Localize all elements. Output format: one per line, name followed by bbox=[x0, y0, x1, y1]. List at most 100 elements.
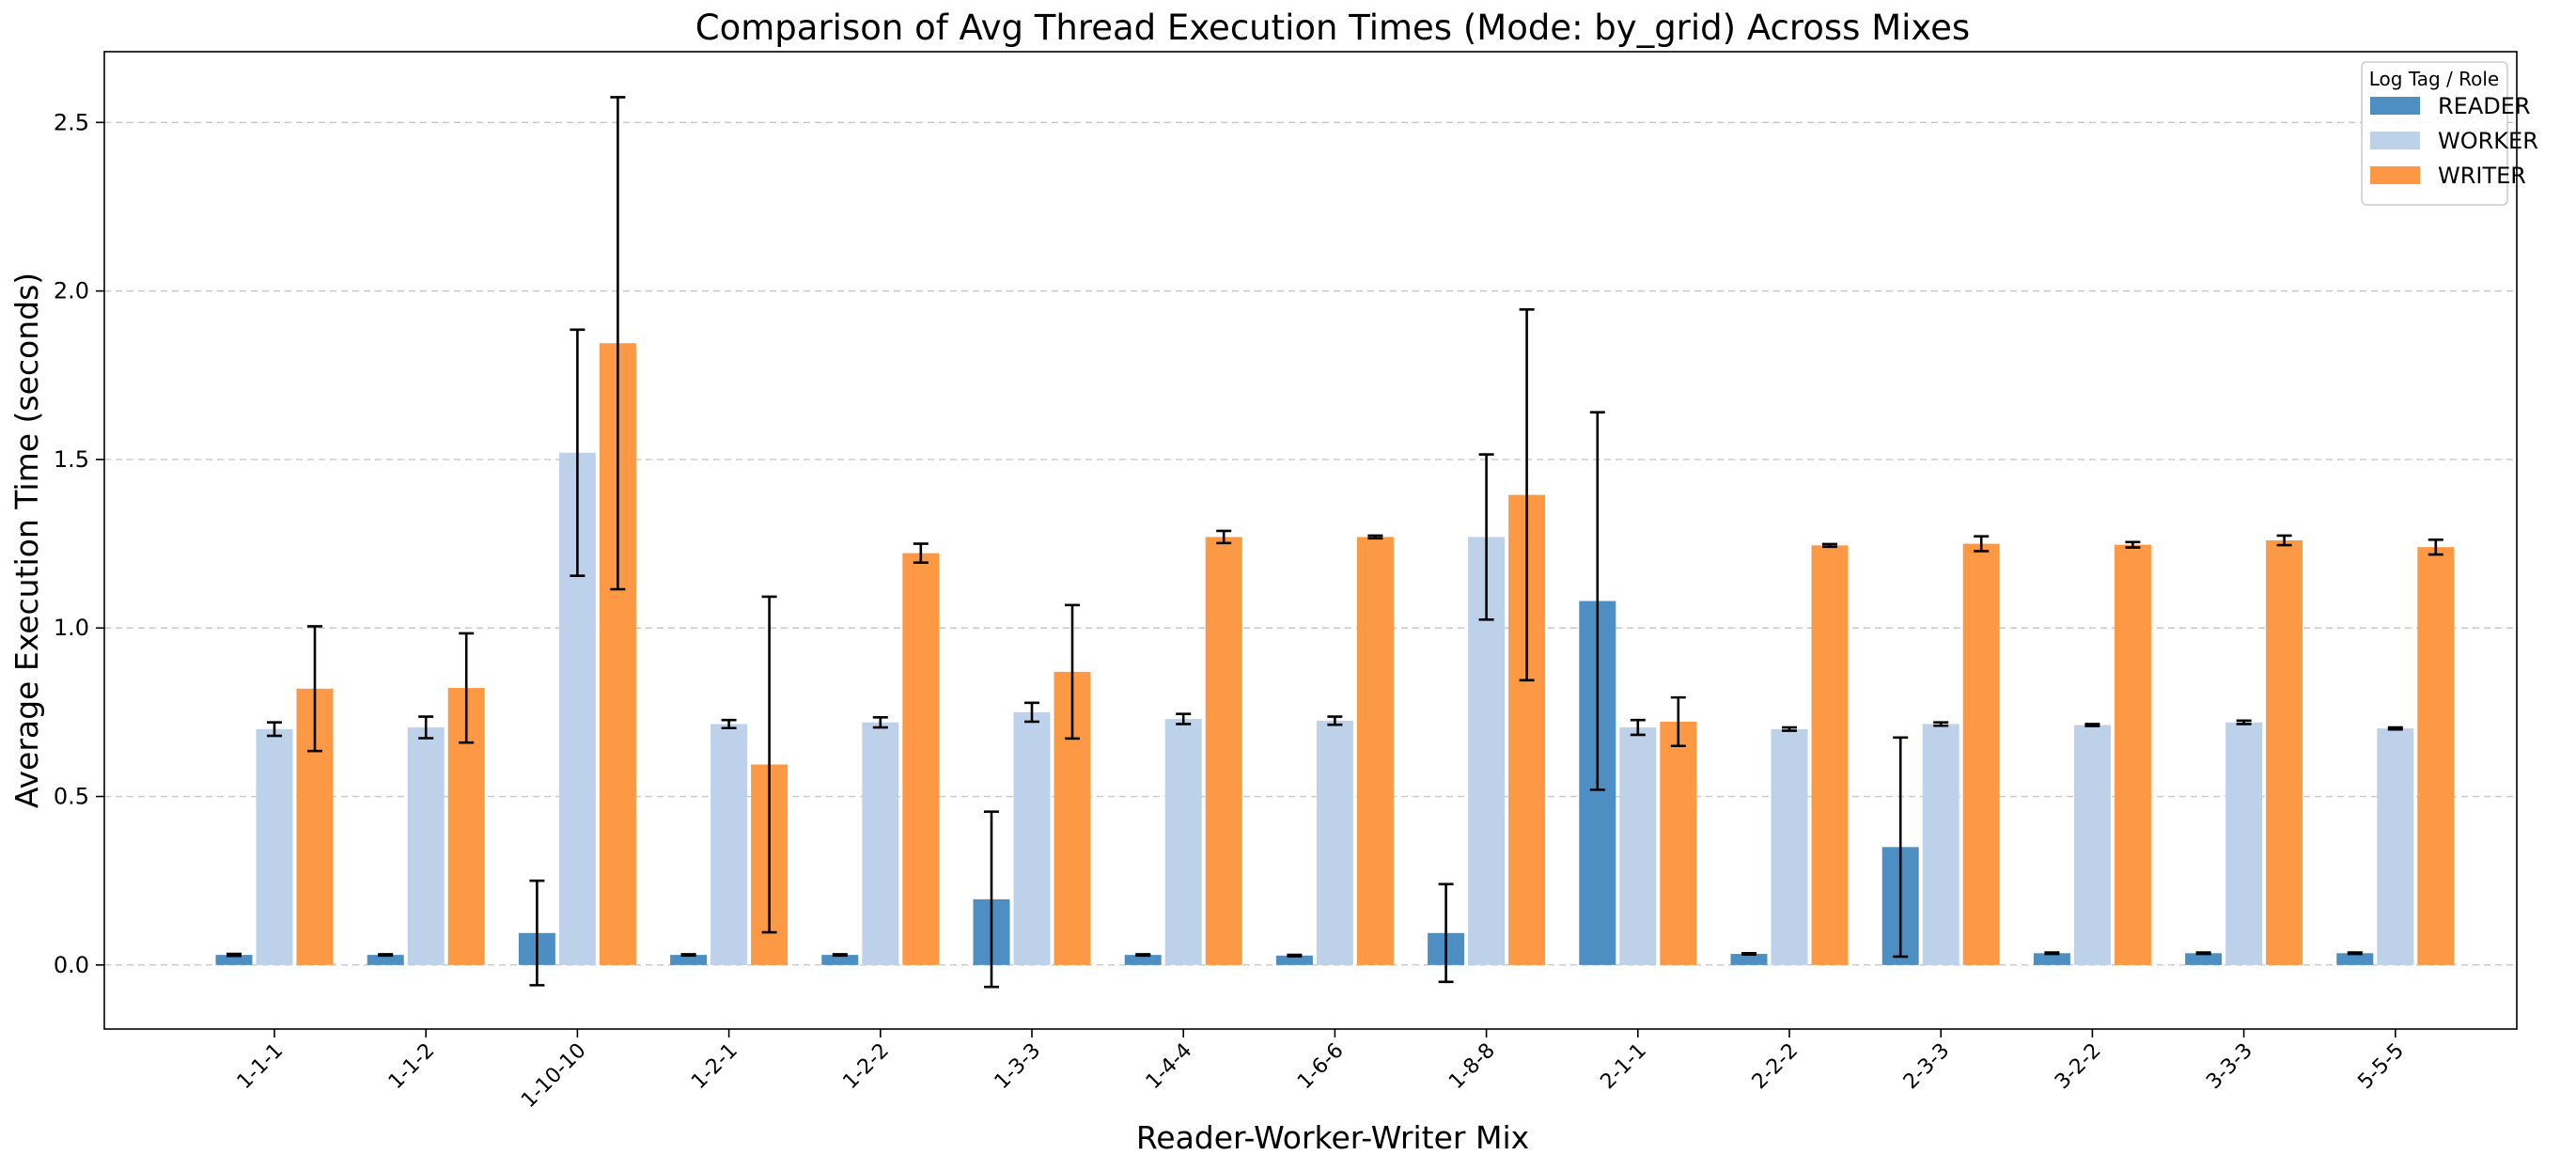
error-bar-writer-1-8-8 bbox=[1519, 308, 1535, 682]
bar-worker-1-4-4 bbox=[1164, 719, 1202, 965]
error-bar-writer-2-3-3 bbox=[1974, 535, 1990, 553]
bar-writer-1-6-6 bbox=[1356, 537, 1394, 965]
bar-worker-3-3-3 bbox=[2225, 722, 2263, 965]
bar-writer-1-4-4 bbox=[1205, 537, 1242, 965]
error-bar-reader-2-3-3 bbox=[1893, 736, 1909, 959]
error-bar-worker-1-8-8 bbox=[1478, 453, 1494, 621]
bar-worker-1-1-1 bbox=[256, 728, 293, 965]
bar-reader-1-4-4 bbox=[1124, 955, 1162, 965]
x-tick-label: 1-8-8 bbox=[1444, 1039, 1500, 1095]
error-bar-reader-2-2-2 bbox=[1741, 952, 1756, 957]
bar-worker-1-2-1 bbox=[710, 724, 748, 965]
bar-reader-5-5-5 bbox=[2336, 953, 2374, 965]
legend-label-writer: WRITER bbox=[2438, 163, 2526, 189]
bar-reader-1-2-2 bbox=[821, 955, 859, 965]
bar-worker-5-5-5 bbox=[2377, 728, 2414, 965]
bar-worker-2-3-3 bbox=[1922, 724, 1959, 965]
x-tick-label: 1-4-4 bbox=[1142, 1039, 1197, 1095]
bar-writer-3-2-2 bbox=[2114, 544, 2151, 965]
x-tick-label: 1-2-2 bbox=[838, 1039, 894, 1095]
error-bar-worker-3-3-3 bbox=[2236, 719, 2252, 725]
bar-worker-1-3-3 bbox=[1013, 711, 1051, 965]
error-bar-writer-3-2-2 bbox=[2125, 540, 2141, 549]
error-bar-reader-3-2-2 bbox=[2044, 951, 2060, 956]
x-tick-label: 3-2-2 bbox=[2051, 1039, 2106, 1095]
error-bar-writer-5-5-5 bbox=[2428, 538, 2443, 556]
error-bar-worker-3-2-2 bbox=[2084, 723, 2100, 727]
bar-worker-1-6-6 bbox=[1316, 720, 1353, 965]
error-bar-reader-1-10-10 bbox=[529, 879, 545, 987]
error-bar-reader-1-6-6 bbox=[1287, 953, 1303, 958]
x-tick-label: 1-1-2 bbox=[384, 1039, 440, 1095]
bars bbox=[215, 343, 2455, 965]
error-bar-worker-1-6-6 bbox=[1327, 715, 1343, 726]
bar-reader-1-1-1 bbox=[215, 955, 253, 965]
bar-writer-1-2-2 bbox=[902, 553, 940, 965]
x-tick-label: 3-3-3 bbox=[2202, 1039, 2257, 1095]
x-tick-label: 2-2-2 bbox=[1748, 1039, 1803, 1095]
error-bar-reader-1-1-2 bbox=[378, 953, 394, 958]
x-tick-label: 1-1-1 bbox=[233, 1039, 289, 1095]
error-bar-worker-1-1-1 bbox=[267, 721, 282, 738]
bar-worker-1-1-2 bbox=[407, 727, 445, 965]
error-bar-worker-2-1-1 bbox=[1630, 718, 1646, 737]
error-bar-writer-1-1-2 bbox=[459, 632, 475, 744]
legend-swatch-reader bbox=[2370, 97, 2420, 115]
bar-worker-1-2-2 bbox=[862, 722, 899, 965]
chart-title: Comparison of Avg Thread Execution Times… bbox=[695, 8, 1970, 48]
legend-swatch-worker bbox=[2370, 132, 2420, 149]
error-bar-writer-1-2-2 bbox=[913, 542, 929, 564]
error-bar-reader-1-2-2 bbox=[832, 953, 848, 958]
bar-worker-2-2-2 bbox=[1771, 728, 1808, 965]
legend-swatch-writer bbox=[2370, 166, 2420, 184]
error-bar-writer-3-3-3 bbox=[2276, 534, 2292, 547]
plot-frame bbox=[103, 51, 2518, 1030]
error-bar-worker-5-5-5 bbox=[2387, 725, 2403, 731]
x-axis: 1-1-1 1-1-2 1-10-10 1-2-1 1-2-2 1-3-3 1-4-4 1-6… bbox=[233, 1029, 2409, 1113]
legend-label-worker: WORKER bbox=[2438, 128, 2538, 154]
x-tick-label: 1-2-1 bbox=[687, 1039, 742, 1095]
x-tick-label: 1-3-3 bbox=[991, 1039, 1046, 1095]
error-bar-worker-1-3-3 bbox=[1024, 701, 1039, 724]
error-bar-reader-2-1-1 bbox=[1589, 411, 1605, 791]
x-tick-label: 2-1-1 bbox=[1596, 1039, 1651, 1095]
error-bar-reader-3-3-3 bbox=[2195, 951, 2211, 956]
error-bar-writer-1-2-1 bbox=[761, 595, 777, 934]
error-bar-writer-1-3-3 bbox=[1065, 603, 1080, 741]
y-axis-label: Average Execution Time (seconds) bbox=[8, 273, 45, 808]
y-tick-label: 0.0 bbox=[54, 952, 89, 978]
bar-reader-3-3-3 bbox=[2185, 953, 2223, 965]
legend: Log Tag / Role READER WORKER WRITER bbox=[2361, 61, 2538, 206]
y-tick-label: 1.0 bbox=[54, 615, 89, 641]
bar-reader-3-2-2 bbox=[2033, 953, 2070, 965]
error-bar-reader-1-2-1 bbox=[680, 953, 696, 958]
legend-title: Log Tag / Role bbox=[2369, 68, 2500, 90]
bar-writer-3-3-3 bbox=[2266, 540, 2303, 965]
error-bar-worker-2-3-3 bbox=[1933, 721, 1949, 727]
error-bar-writer-1-10-10 bbox=[610, 96, 626, 591]
error-bar-reader-5-5-5 bbox=[2347, 951, 2363, 956]
bar-reader-2-2-2 bbox=[1730, 954, 1768, 965]
bar-writer-2-3-3 bbox=[1962, 543, 2000, 965]
bar-reader-1-1-2 bbox=[367, 955, 404, 965]
bar-reader-1-2-1 bbox=[670, 955, 708, 965]
y-tick-label: 2.0 bbox=[54, 278, 89, 304]
legend-label-reader: READER bbox=[2438, 93, 2531, 119]
x-tick-label: 1-6-6 bbox=[1293, 1039, 1349, 1095]
y-tick-label: 0.5 bbox=[54, 784, 89, 810]
bar-worker-3-2-2 bbox=[2073, 725, 2111, 965]
error-bar-reader-1-8-8 bbox=[1438, 882, 1454, 984]
error-bar-writer-1-6-6 bbox=[1367, 534, 1383, 540]
error-bar-worker-1-1-2 bbox=[418, 715, 434, 740]
error-bars bbox=[226, 96, 2443, 989]
bar-reader-1-6-6 bbox=[1275, 955, 1313, 965]
error-bar-worker-1-10-10 bbox=[570, 328, 585, 577]
error-bar-worker-2-2-2 bbox=[1782, 725, 1797, 732]
error-bar-reader-1-3-3 bbox=[984, 810, 999, 989]
x-axis-label: Reader-Worker-Writer Mix bbox=[1136, 1119, 1529, 1156]
error-bar-writer-1-1-1 bbox=[307, 625, 322, 753]
error-bar-worker-1-2-2 bbox=[872, 715, 888, 729]
bar-writer-2-2-2 bbox=[1811, 545, 1849, 965]
bar-writer-2-1-1 bbox=[1660, 721, 1697, 965]
